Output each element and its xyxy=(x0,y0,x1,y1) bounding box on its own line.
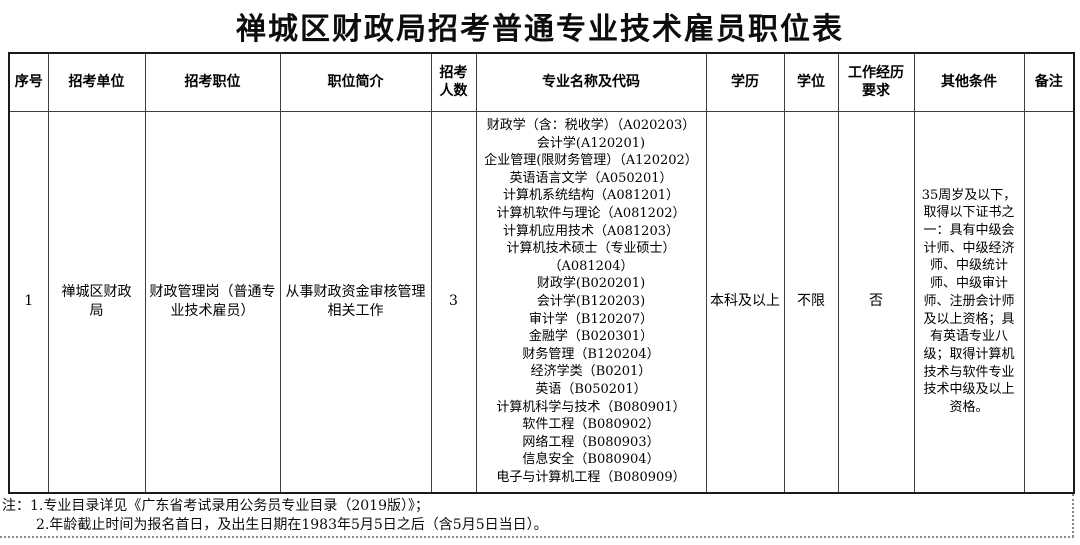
major-item: 计算机系统结构（A081201） xyxy=(502,188,679,204)
col-header-majors: 专业名称及代码 xyxy=(475,52,707,112)
major-item: 会计学(B120203) xyxy=(536,293,646,309)
col-header-duty: 职位简介 xyxy=(279,52,432,112)
cell-remark xyxy=(1023,110,1075,494)
col-header-headcount: 招考 人数 xyxy=(430,52,477,112)
col-header-education: 学历 xyxy=(705,52,785,112)
col-header-degree: 学位 xyxy=(783,52,839,112)
major-item: 计算机软件与理论（A081202） xyxy=(496,205,686,221)
cell-duty: 从事财政资金审核管理相关工作 xyxy=(279,110,432,494)
major-item: 计算机应用技术（A081203） xyxy=(502,223,679,239)
col-header-other-conditions: 其他条件 xyxy=(913,52,1025,112)
col-header-unit: 招考单位 xyxy=(47,52,146,112)
footnotes: 注：1.专业目录详见《广东省考试录用公务员专业目录（2019版）》； 2.年龄截… xyxy=(2,497,902,535)
cell-other-conditions: 35周岁及以下，取得以下证书之一：具有中级会计师、中级经济师、中级统计师、中级审… xyxy=(913,110,1025,494)
major-item: 英语（B050201） xyxy=(535,381,647,397)
major-item: 企业管理(限财务管理）（A120202） xyxy=(484,153,698,169)
col-header-position: 招考职位 xyxy=(144,52,281,112)
col-header-work-experience: 工作经历 要求 xyxy=(837,52,915,112)
major-item: 金融学（B020301） xyxy=(528,329,654,345)
major-item: 信息安全（B080904） xyxy=(522,452,660,468)
major-item: 财务管理（B120204） xyxy=(522,346,660,362)
major-item: 会计学(A120201) xyxy=(536,135,646,151)
cell-seq: 1 xyxy=(8,110,49,494)
major-item: 电子与计算机工程（B080909） xyxy=(496,469,686,485)
cell-position: 财政管理岗（普通专业技术雇员） xyxy=(144,110,281,494)
footnote-line-2: 2.年龄截止时间为报名首日，及出生日期在1983年5月5日之后（含5月5日当日）… xyxy=(36,517,548,533)
cell-education: 本科及以上 xyxy=(705,110,785,494)
page-break-vertical-line xyxy=(1072,494,1074,537)
major-item: 经济学类（B0201） xyxy=(530,364,652,380)
cell-degree: 不限 xyxy=(783,110,839,494)
table-row: 1 禅城区财政局 财政管理岗（普通专业技术雇员） 从事财政资金审核管理相关工作 … xyxy=(8,110,1075,494)
major-item: 财政学(B020201) xyxy=(536,276,646,292)
page-title: 禅城区财政局招考普通专业技术雇员职位表 xyxy=(236,12,844,47)
major-item: 计算机科学与技术（B080901） xyxy=(496,399,686,415)
other-conditions-text: 35周岁及以下，取得以下证书之一：具有中级会计师、中级经济师、中级统计师、中级审… xyxy=(921,187,1017,416)
cell-unit: 禅城区财政局 xyxy=(47,110,146,494)
header-row: 序号 招考单位 招考职位 职位简介 招考 人数 专业名称及代码 学历 学位 工作… xyxy=(8,52,1075,112)
col-header-remark: 备注 xyxy=(1023,52,1075,112)
cell-work-experience: 否 xyxy=(837,110,915,494)
major-item: 财政学（含：税收学）（A020203） xyxy=(486,118,696,134)
job-position-table: 序号 招考单位 招考职位 职位简介 招考 人数 专业名称及代码 学历 学位 工作… xyxy=(8,52,1075,494)
col-header-seq: 序号 xyxy=(8,52,49,112)
cell-headcount: 3 xyxy=(430,110,477,494)
footnote-line-1: 注：1.专业目录详见《广东省考试录用公务员专业目录（2019版）》； xyxy=(2,498,429,514)
major-item: 英语语言文学（A050201） xyxy=(509,170,673,186)
majors-list: 财政学（含：税收学）（A020203） 会计学(A120201) 企业管理(限财务管… xyxy=(480,117,703,486)
cell-majors: 财政学（含：税收学）（A020203） 会计学(A120201) 企业管理(限财务管… xyxy=(475,110,707,494)
major-item: 计算机技术硕士（专业硕士）（A081204） xyxy=(506,241,676,274)
page-break-horizontal-line xyxy=(0,536,1074,538)
major-item: 软件工程（B080902） xyxy=(522,417,660,433)
major-item: 审计学（B120207） xyxy=(528,311,654,327)
major-item: 网络工程（B080903） xyxy=(522,434,660,450)
